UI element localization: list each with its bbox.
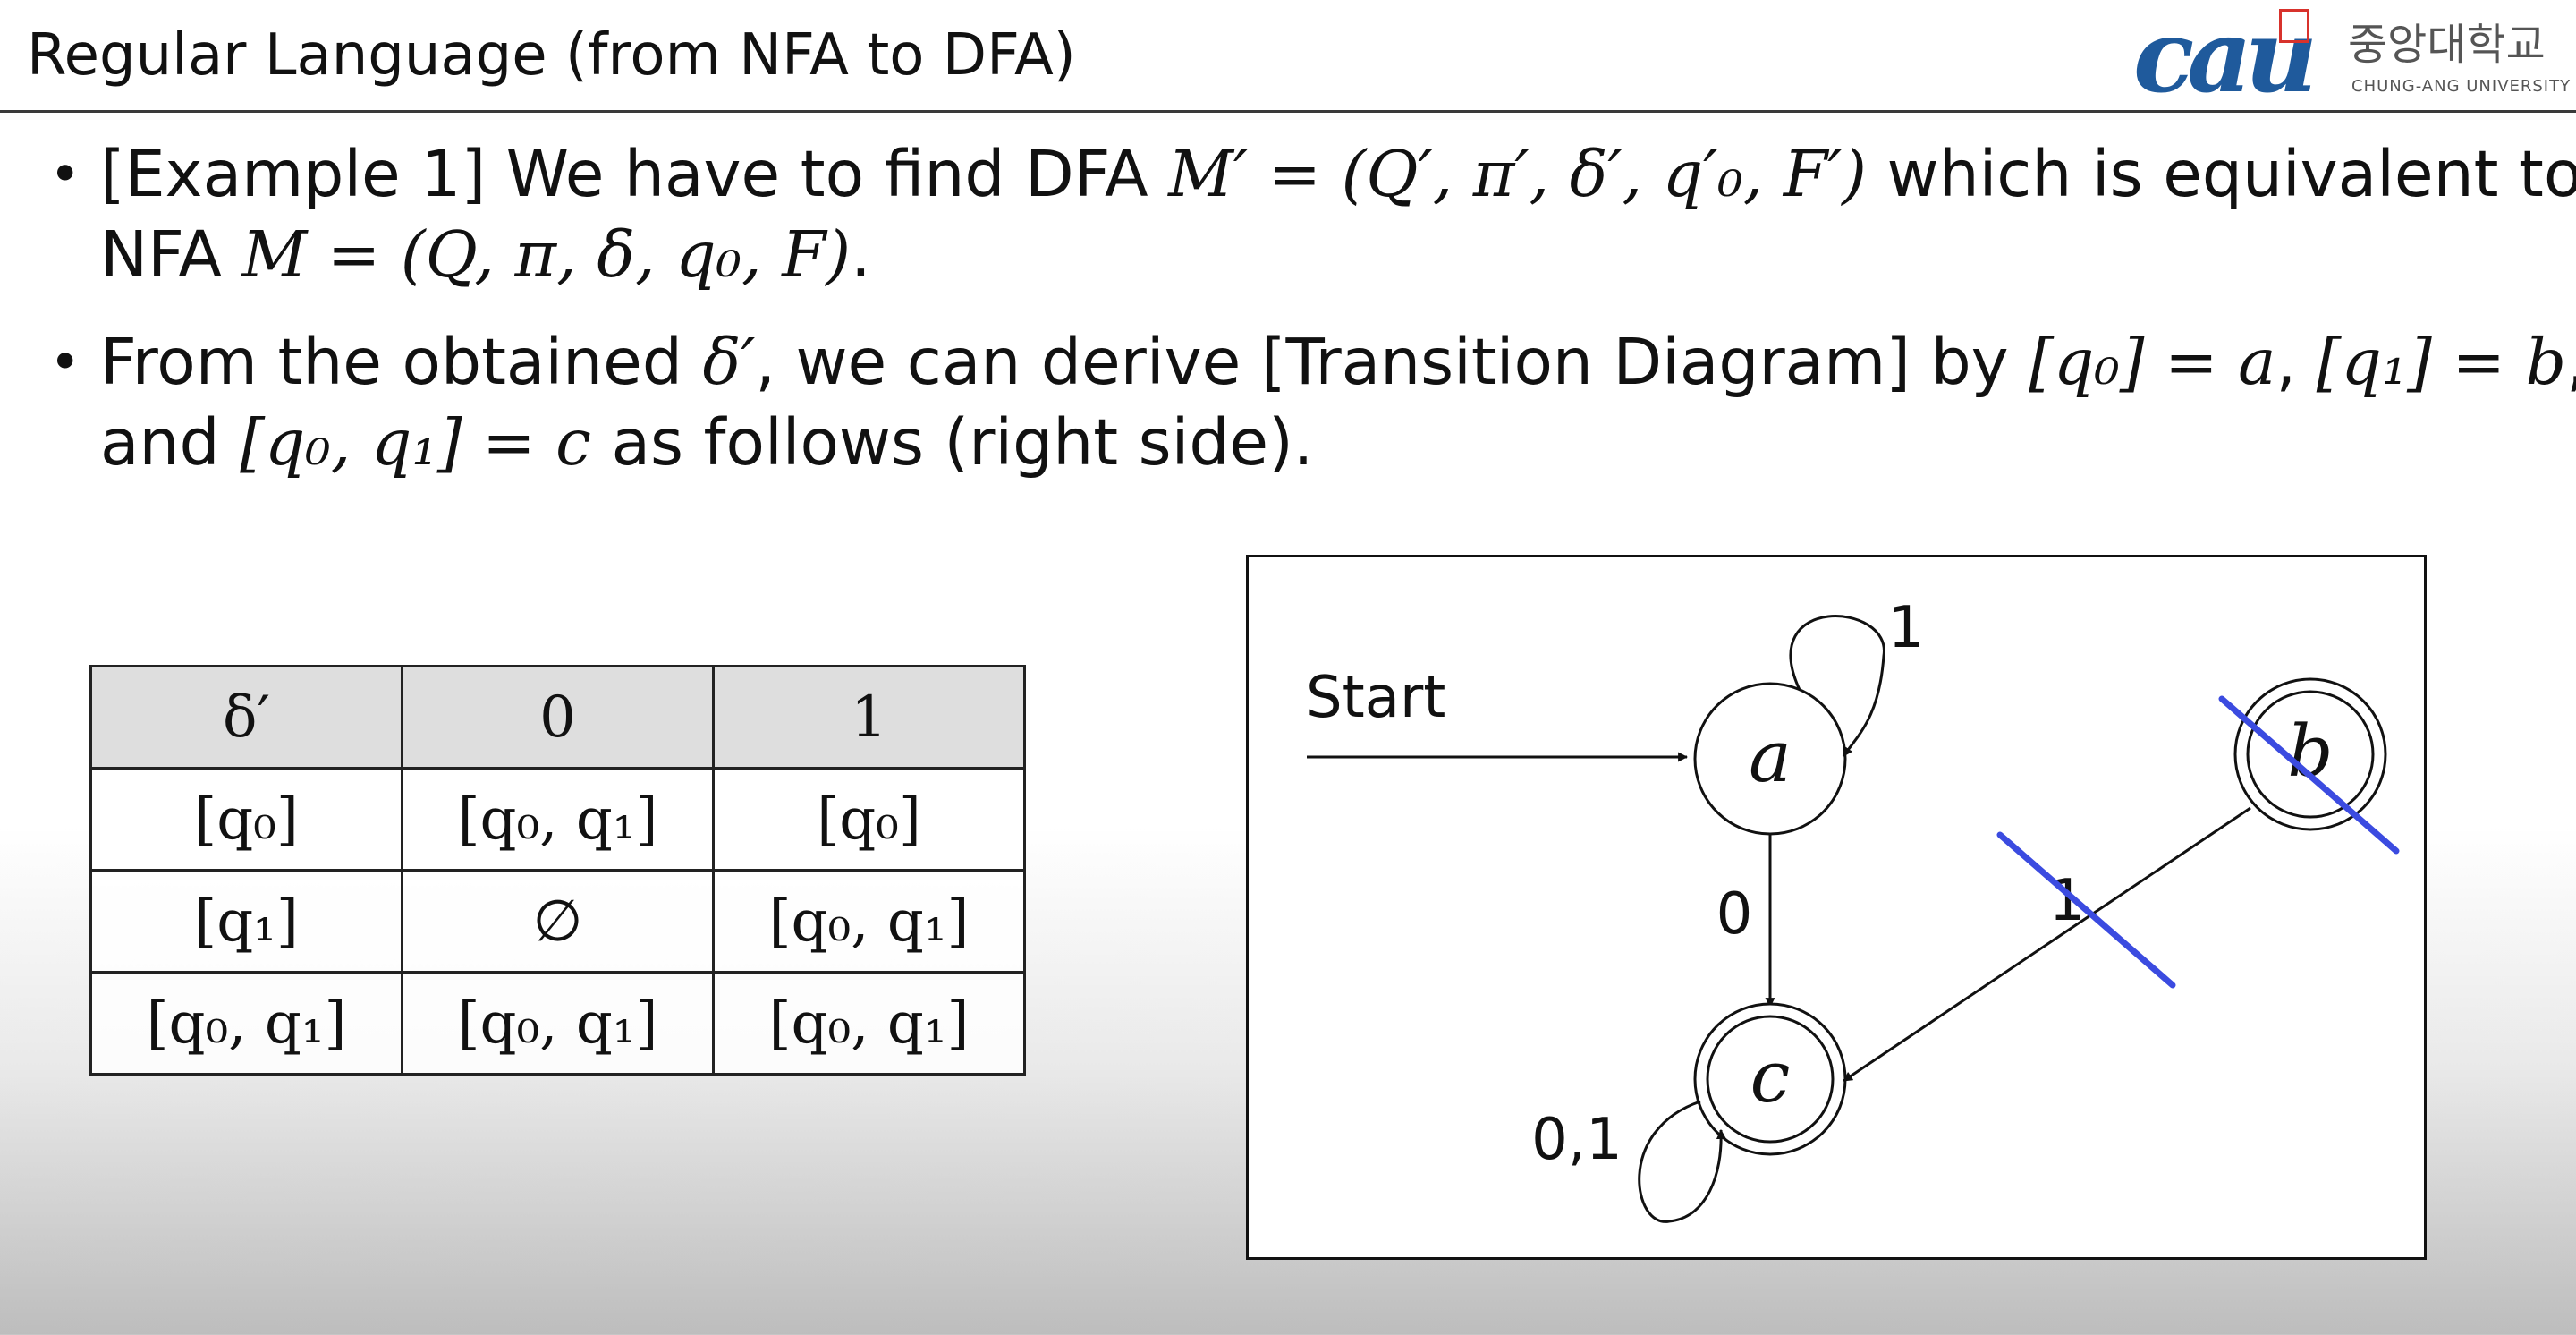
self-loop-a-label: 1 <box>1888 595 1925 661</box>
bullet-2-mid1: , we can derive [Transition Diagram] by <box>755 325 2029 399</box>
bullet-2-tail: as follows (right side). <box>590 405 1314 480</box>
self-loop-a <box>1789 615 1885 757</box>
table-cell: [q₀] <box>89 767 403 872</box>
table-header-cell: δ′ <box>89 665 403 770</box>
dfa-tuple: M′ = (Q′, π′, δ′, q′₀, F′) <box>1168 137 1867 211</box>
self-loop-c <box>1638 1100 1726 1223</box>
nfa-tuple: M = (Q, π, δ, q₀, F) <box>242 217 852 292</box>
logo-korean-name: 중앙대학교 <box>2348 20 2546 70</box>
bullet-dot-icon: • <box>49 143 81 206</box>
table-cell: [q₀] <box>712 767 1026 872</box>
logo-english-name: CHUNG-ANG UNIVERSITY <box>2351 77 2572 96</box>
university-logo: cau 중앙대학교 CHUNG-ANG UNIVERSITY <box>2133 0 2570 115</box>
bullet-2-mid2: , and <box>100 325 2576 480</box>
edge-a-to-c-label: 0 <box>1716 881 1753 948</box>
header-divider <box>0 110 2576 113</box>
bullet-2-lead: From the obtained <box>100 325 703 399</box>
start-label: Start <box>1306 665 1445 731</box>
table-row: [q₁] ∅ [q₀, q₁] <box>89 869 1026 974</box>
mapping-c: [q₀, q₁] = c <box>240 405 591 480</box>
bullet-dot-icon: • <box>49 331 81 394</box>
table-cell: [q₀, q₁] <box>712 869 1026 974</box>
table-header-cell: 1 <box>712 665 1026 770</box>
table-row: [q₀] [q₀, q₁] [q₀] <box>89 767 1026 872</box>
state-b-label: b <box>2287 710 2333 793</box>
state-b-accept-ring <box>2246 690 2375 819</box>
state-a-label: a <box>1749 715 1792 798</box>
logo-red-box-icon <box>2279 9 2309 43</box>
diagram-canvas: Start a 1 0 b c 1 0,1 <box>1306 595 2400 1223</box>
bullet-text: From the obtained δ′, we can derive [Tra… <box>100 322 2576 483</box>
table-cell: [q₁] <box>89 869 403 974</box>
mapping-a: [q₀] = a <box>2029 325 2276 399</box>
bullet-1-mid: which is equivalent to NFA <box>100 137 2576 292</box>
table-cell: ∅ <box>401 869 715 974</box>
table-row: [q₀, q₁] [q₀, q₁] [q₀, q₁] <box>89 971 1026 1076</box>
strike-state-b <box>2218 695 2400 855</box>
table-cell: [q₀, q₁] <box>401 971 715 1076</box>
edge-b-to-c <box>1843 806 2251 1083</box>
slide-title: Regular Language (from NFA to DFA) <box>27 22 1076 89</box>
mapping-b: [q₁] = b <box>2316 325 2567 399</box>
delta-prime: δ′ <box>702 325 756 399</box>
table-header-cell: 0 <box>401 665 715 770</box>
logo-mark: cau <box>2133 0 2318 115</box>
table-cell: [q₀, q₁] <box>401 767 715 872</box>
bullet-2-sep: , <box>2275 325 2317 399</box>
bullet-1-lead: [Example 1] We have to find DFA <box>100 137 1169 211</box>
table-cell: [q₀, q₁] <box>89 971 403 1076</box>
transition-table: δ′ 0 1 [q₀] [q₀, q₁] [q₀] [q₁] ∅ [q₀, q₁… <box>89 665 1026 1076</box>
table-header-row: δ′ 0 1 <box>89 665 1026 770</box>
self-loop-c-label: 0,1 <box>1531 1107 1623 1173</box>
slide-header: Regular Language (from NFA to DFA) cau 중… <box>0 0 2576 111</box>
strike-edge-b-to-c <box>1996 831 2176 989</box>
state-b <box>2233 677 2387 831</box>
state-c-label: c <box>1750 1035 1791 1118</box>
transition-diagram: Start a 1 0 b c 1 0,1 <box>1246 555 2427 1260</box>
bullet-text: [Example 1] We have to find DFA M′ = (Q′… <box>100 134 2576 295</box>
table-cell: [q₀, q₁] <box>712 971 1026 1076</box>
state-c-accept-ring <box>1706 1015 1835 1144</box>
bullet-1-tail: . <box>851 217 871 292</box>
